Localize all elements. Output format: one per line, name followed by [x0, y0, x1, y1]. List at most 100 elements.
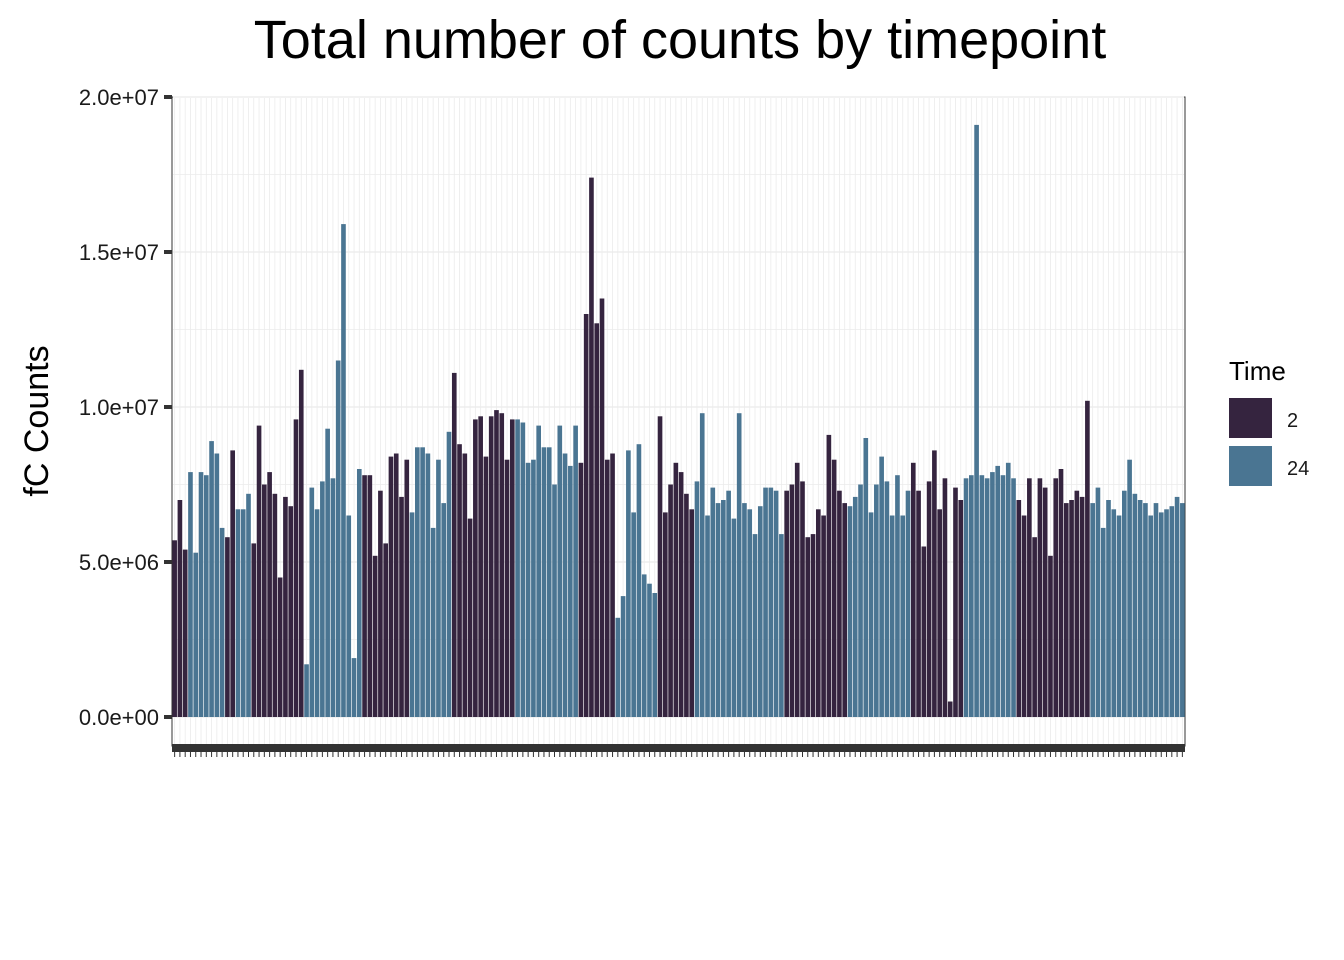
bar [436, 459, 441, 717]
bar [251, 543, 257, 717]
bar [573, 425, 578, 717]
bar [378, 490, 383, 717]
bar [594, 323, 600, 717]
bar [351, 658, 357, 717]
bar [409, 512, 415, 717]
bar [1053, 478, 1059, 717]
bar [509, 419, 515, 717]
bar [694, 481, 700, 717]
bar [1032, 537, 1037, 717]
bar [926, 481, 932, 717]
bar [984, 478, 990, 717]
bar [430, 527, 436, 717]
y-axis: 0.0e+00 5.0e+06 1.0e+07 1.5e+07 2.0e+07 [79, 85, 172, 730]
bar [1180, 503, 1185, 717]
bar [262, 484, 267, 717]
bar [1095, 487, 1101, 717]
bar [668, 484, 673, 717]
bar [715, 503, 721, 717]
bar [805, 537, 811, 717]
bar [831, 459, 837, 717]
bar [678, 472, 684, 717]
bar [320, 481, 325, 717]
bar [731, 518, 737, 717]
bar [235, 509, 241, 717]
bar [272, 493, 278, 717]
bar [979, 475, 985, 717]
bar [441, 503, 447, 717]
bar [900, 515, 906, 717]
bar [620, 596, 626, 717]
y-tick-label: 2.0e+07 [79, 85, 159, 110]
bar [1106, 500, 1111, 717]
bar [847, 506, 853, 717]
bar [1116, 515, 1122, 717]
bar [895, 475, 900, 717]
bar [874, 484, 879, 717]
bar [488, 416, 494, 717]
bar [662, 512, 668, 717]
bar [1127, 459, 1132, 717]
bar [225, 537, 230, 717]
bar [905, 490, 911, 717]
bar [1164, 509, 1169, 717]
bar [467, 518, 473, 717]
bar [942, 478, 948, 717]
bar [420, 447, 425, 717]
bar [457, 444, 462, 717]
bar [752, 534, 758, 717]
plot-panel [171, 96, 1186, 747]
bar [794, 462, 800, 717]
bar [399, 496, 404, 717]
bar [520, 422, 526, 717]
bar [995, 465, 1001, 717]
bar [800, 481, 805, 717]
bar [1042, 487, 1048, 717]
bar [209, 441, 214, 717]
legend-swatch-2 [1229, 398, 1272, 438]
bar [525, 462, 531, 717]
legend-label-2: 2 [1287, 410, 1298, 432]
bar [277, 577, 283, 717]
bar [568, 465, 573, 717]
bar [990, 472, 995, 717]
bar [1137, 500, 1143, 717]
bar [626, 450, 631, 717]
bar [1016, 500, 1022, 717]
legend: Time 2 24 [1229, 356, 1309, 486]
bar [736, 413, 742, 717]
bar [773, 490, 779, 717]
bar [610, 453, 615, 717]
bar [536, 425, 541, 717]
bar [483, 456, 489, 717]
bar [583, 314, 589, 717]
bar [1174, 496, 1180, 717]
bar [589, 177, 594, 718]
bar [615, 617, 621, 717]
bar [367, 475, 373, 717]
bar [552, 484, 557, 717]
bar [188, 472, 193, 717]
bar [969, 475, 974, 717]
bar [499, 413, 505, 717]
bar [884, 481, 890, 717]
bar [219, 527, 225, 717]
bar [1090, 503, 1095, 717]
bar [531, 459, 536, 717]
bar [425, 453, 431, 717]
bar [699, 413, 705, 717]
bars [172, 124, 1185, 718]
bar [246, 493, 251, 717]
bar [889, 515, 895, 717]
bar [494, 410, 499, 717]
bar [415, 447, 420, 717]
bar [858, 484, 863, 717]
bar [784, 490, 789, 717]
bar [546, 447, 552, 717]
bar [383, 543, 388, 717]
bar [916, 490, 921, 717]
bar [921, 546, 927, 717]
bar [863, 438, 869, 717]
bar [974, 124, 979, 717]
